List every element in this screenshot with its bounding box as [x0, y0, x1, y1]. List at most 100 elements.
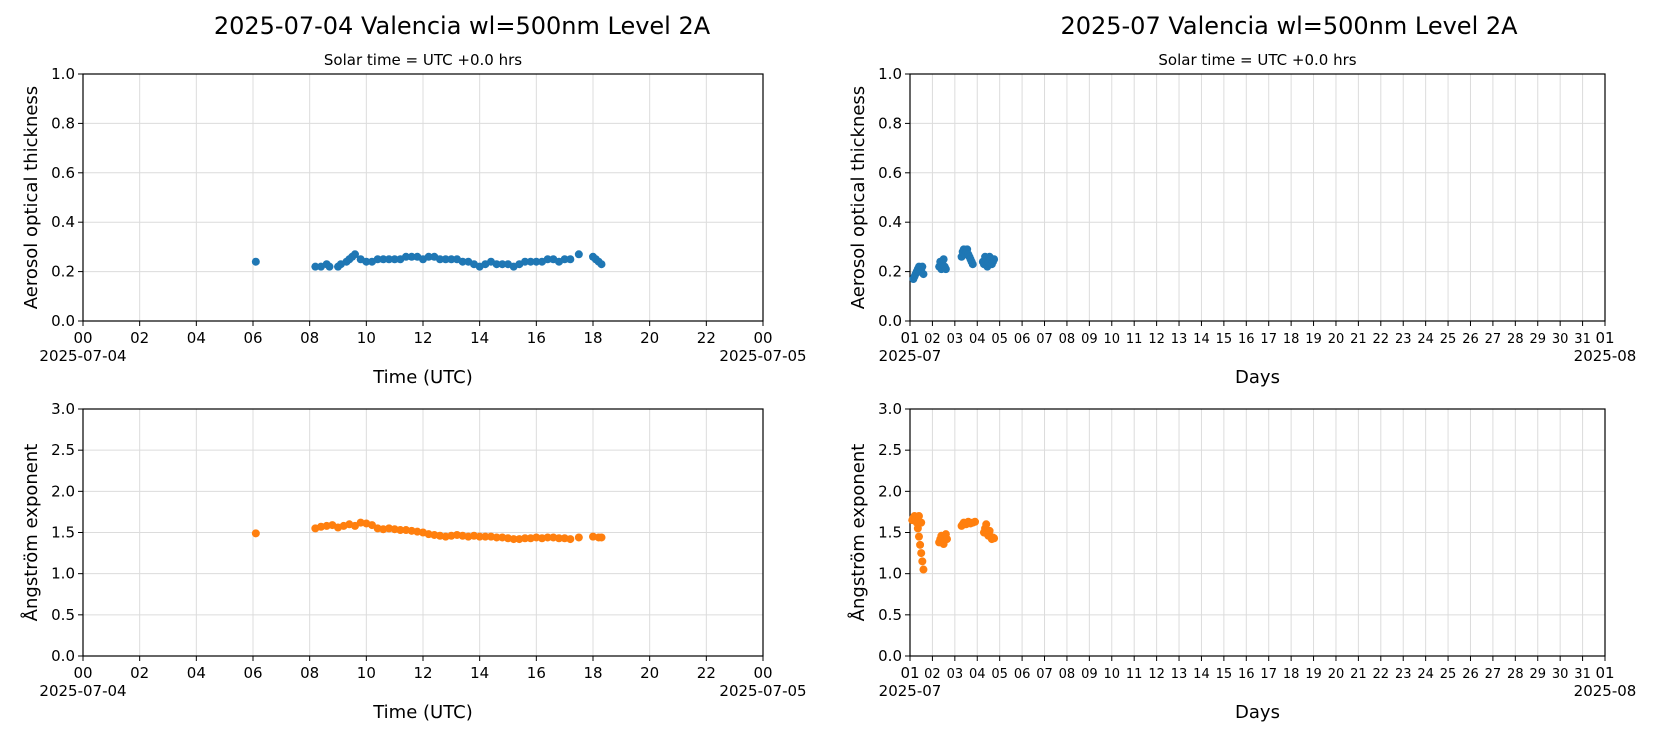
data-point	[532, 257, 541, 266]
y-tick-label: 0.0	[878, 312, 902, 330]
x-tick-label: 29	[1529, 667, 1546, 682]
data-point	[379, 255, 388, 264]
data-point	[521, 257, 529, 266]
y-axis-label: Aerosol optical thickness	[848, 86, 869, 309]
y-tick-label: 1.5	[51, 524, 75, 542]
x-tick-label: 02	[924, 332, 941, 347]
data-point	[917, 549, 926, 558]
data-point	[251, 529, 260, 538]
x-tick-label: 04	[969, 332, 986, 347]
y-axis-label: Ångström exponent	[847, 444, 869, 622]
x-tick-label: 30	[1552, 332, 1569, 347]
x-tick-label: 06	[1014, 667, 1031, 682]
x-tick-label: 24	[1417, 667, 1434, 682]
x-tick-label: 01	[1595, 664, 1614, 682]
y-tick-label: 3.0	[878, 400, 902, 418]
x-tick-label: 14	[1193, 667, 1210, 682]
data-points	[251, 518, 606, 544]
data-point	[574, 533, 583, 542]
y-tick-label: 0.0	[51, 312, 75, 330]
data-point	[526, 257, 535, 266]
x-axis-label: Time (UTC)	[372, 367, 473, 388]
x-tick-label: 21	[1350, 332, 1367, 347]
y-tick-label: 0.5	[878, 606, 902, 624]
x-tick-label: 29	[1529, 332, 1546, 347]
x-tick-label: 17	[1260, 332, 1277, 347]
y-tick-label: 0.5	[51, 606, 75, 624]
x-tick-label: 10	[1104, 332, 1121, 347]
panel-subtitle: Solar time = UTC +0.0 hrs	[1158, 51, 1356, 69]
x-tick-label: 13	[1171, 332, 1188, 347]
x-tick-label: 03	[947, 332, 964, 347]
data-point	[390, 255, 399, 264]
y-tick-label: 1.0	[878, 65, 902, 83]
data-point	[919, 565, 928, 574]
y-tick-label: 1.5	[878, 524, 902, 542]
x-tick-label: 05	[991, 667, 1008, 682]
x-tick-label: 24	[1417, 332, 1434, 347]
x-tick-label: 14	[470, 329, 489, 347]
x-tick-label: 02	[130, 329, 149, 347]
y-tick-label: 2.0	[51, 482, 75, 500]
x-tick-label: 16	[1238, 332, 1255, 347]
x-tick-label: 18	[1283, 332, 1300, 347]
x-tick-label: 07	[1036, 667, 1053, 682]
x-tick-label: 28	[1507, 332, 1524, 347]
y-tick-label: 0.6	[51, 164, 75, 182]
x-tick-label: 04	[187, 664, 206, 682]
x-tick-label: 16	[527, 664, 546, 682]
data-point	[597, 260, 606, 269]
x-date-end-label: 2025-08	[1574, 682, 1637, 700]
y-tick-label: 0.8	[51, 114, 75, 132]
x-tick-label: 18	[583, 329, 602, 347]
data-point	[492, 260, 501, 269]
x-tick-label: 04	[969, 667, 986, 682]
data-point	[447, 255, 456, 264]
x-tick-label: 27	[1485, 332, 1502, 347]
y-tick-label: 1.0	[51, 65, 75, 83]
x-tick-label: 09	[1081, 332, 1098, 347]
data-points	[909, 245, 999, 284]
data-point	[424, 252, 433, 261]
data-point	[492, 533, 501, 542]
y-axis-label: Ångström exponent	[20, 444, 42, 622]
x-tick-label: 15	[1216, 332, 1233, 347]
x-tick-label: 12	[413, 664, 432, 682]
data-point	[919, 270, 928, 279]
x-tick-label: 03	[947, 667, 964, 682]
data-point	[543, 255, 552, 264]
data-point	[914, 512, 923, 521]
x-tick-label: 08	[1059, 332, 1076, 347]
y-tick-label: 1.0	[878, 565, 902, 583]
y-tick-label: 0.0	[51, 647, 75, 665]
data-point	[396, 526, 405, 535]
data-point	[560, 255, 569, 264]
x-tick-label: 12	[1148, 667, 1165, 682]
x-tick-label: 01	[1595, 329, 1614, 347]
x-tick-label: 19	[1305, 667, 1322, 682]
data-point	[402, 252, 410, 261]
data-point	[916, 540, 925, 549]
data-point	[941, 265, 950, 274]
x-tick-label: 14	[1193, 332, 1210, 347]
x-tick-label: 11	[1126, 667, 1143, 682]
x-tick-label: 22	[1373, 332, 1390, 347]
data-point	[251, 257, 260, 266]
x-tick-label: 08	[300, 329, 319, 347]
x-date-start-label: 2025-07	[879, 347, 942, 365]
left-suptitle: 2025-07-04 Valencia wl=500nm Level 2A	[214, 12, 711, 40]
x-tick-label: 20	[1328, 332, 1345, 347]
data-point	[436, 255, 444, 264]
x-tick-label: 19	[1305, 332, 1322, 347]
data-point	[475, 532, 484, 541]
x-tick-label: 08	[1059, 667, 1076, 682]
data-point	[914, 532, 923, 541]
y-tick-label: 0.0	[878, 647, 902, 665]
y-tick-label: 3.0	[51, 400, 75, 418]
x-tick-label: 14	[470, 664, 489, 682]
y-tick-label: 1.0	[51, 565, 75, 583]
y-tick-label: 0.2	[878, 263, 902, 281]
x-tick-label: 01	[900, 329, 919, 347]
